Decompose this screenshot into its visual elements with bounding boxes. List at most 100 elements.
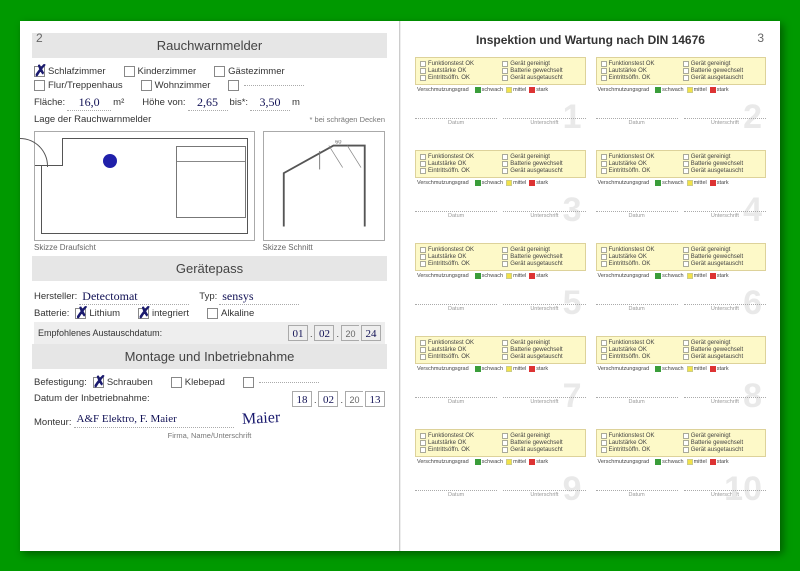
sig-slot[interactable] [415,376,497,398]
sig-slot[interactable] [596,97,678,119]
pollution-level[interactable]: schwach [475,366,503,372]
monteur-value[interactable]: A&F Elektro, F. Maier [74,412,234,428]
card-check-item[interactable]: Batterie gewechselt [683,440,761,446]
card-check-item[interactable]: Gerät ausgetauscht [683,75,761,81]
pollution-level[interactable]: stark [529,273,548,279]
chk-schrauben[interactable] [93,377,104,388]
chk-kinderzimmer[interactable] [124,66,135,77]
card-check-item[interactable]: Funktionstest OK [420,154,498,160]
card-check-item[interactable]: Gerät ausgetauscht [683,447,761,453]
card-check-item[interactable]: Batterie gewechselt [502,347,580,353]
card-check-item[interactable]: Batterie gewechselt [502,254,580,260]
card-check-item[interactable]: Lautstärke OK [420,254,498,260]
card-check-item[interactable]: Eintrittsöffn. OK [420,354,498,360]
card-check-item[interactable]: Gerät gereinigt [683,340,761,346]
card-check-item[interactable]: Funktionstest OK [420,61,498,67]
card-check-item[interactable]: Gerät gereinigt [502,433,580,439]
chk-wohnzimmer[interactable] [141,80,152,91]
pollution-level[interactable]: schwach [475,459,503,465]
pollution-level[interactable]: mittel [506,87,526,93]
sig-slot[interactable] [415,190,497,212]
pollution-level[interactable]: stark [710,87,729,93]
card-check-item[interactable]: Eintrittsöffn. OK [601,75,679,81]
chk-lithium[interactable] [75,308,86,319]
card-check-item[interactable]: Batterie gewechselt [683,347,761,353]
card-check-item[interactable]: Gerät gereinigt [502,340,580,346]
chk-blank-room[interactable] [228,80,239,91]
card-check-item[interactable]: Gerät gereinigt [683,154,761,160]
sig-slot[interactable] [684,283,766,305]
pollution-level[interactable]: stark [529,366,548,372]
card-check-item[interactable]: Lautstärke OK [420,68,498,74]
pollution-level[interactable]: schwach [475,273,503,279]
hoehe-bis[interactable]: 3,50 [250,95,290,111]
sig-slot[interactable] [596,190,678,212]
card-check-item[interactable]: Lautstärke OK [601,254,679,260]
card-check-item[interactable]: Eintrittsöffn. OK [601,168,679,174]
card-check-item[interactable]: Gerät ausgetauscht [502,75,580,81]
card-check-item[interactable]: Batterie gewechselt [502,440,580,446]
card-check-item[interactable]: Eintrittsöffn. OK [420,168,498,174]
card-check-item[interactable]: Funktionstest OK [601,433,679,439]
chk-blank-befestigung[interactable] [243,377,254,388]
pollution-level[interactable]: mittel [687,180,707,186]
card-check-item[interactable]: Gerät ausgetauscht [683,168,761,174]
card-check-item[interactable]: Batterie gewechselt [502,68,580,74]
chk-klebepad[interactable] [171,377,182,388]
sig-slot[interactable] [415,97,497,119]
pollution-level[interactable]: stark [529,459,548,465]
chk-gaestezimmer[interactable] [214,66,225,77]
card-check-item[interactable]: Funktionstest OK [420,247,498,253]
pollution-level[interactable]: stark [529,87,548,93]
sig-slot[interactable] [596,283,678,305]
card-check-item[interactable]: Lautstärke OK [420,347,498,353]
typ-value[interactable]: sensys [219,289,299,305]
chk-alkaline[interactable] [207,308,218,319]
pollution-level[interactable]: stark [710,273,729,279]
card-check-item[interactable]: Lautstärke OK [420,440,498,446]
card-check-item[interactable]: Funktionstest OK [601,247,679,253]
card-check-item[interactable]: Eintrittsöffn. OK [601,447,679,453]
chk-schlafzimmer[interactable] [34,66,45,77]
card-check-item[interactable]: Batterie gewechselt [502,161,580,167]
card-check-item[interactable]: Eintrittsöffn. OK [420,75,498,81]
card-check-item[interactable]: Batterie gewechselt [683,68,761,74]
pollution-level[interactable]: schwach [475,180,503,186]
card-check-item[interactable]: Gerät ausgetauscht [683,354,761,360]
card-check-item[interactable]: Lautstärke OK [601,161,679,167]
card-check-item[interactable]: Funktionstest OK [601,61,679,67]
sig-slot[interactable] [684,97,766,119]
sig-slot[interactable] [596,469,678,491]
pollution-level[interactable]: stark [529,180,548,186]
card-check-item[interactable]: Eintrittsöffn. OK [420,447,498,453]
card-check-item[interactable]: Batterie gewechselt [683,161,761,167]
card-check-item[interactable]: Gerät ausgetauscht [683,261,761,267]
pollution-level[interactable]: schwach [655,273,683,279]
card-check-item[interactable]: Gerät gereinigt [502,247,580,253]
pollution-level[interactable]: mittel [687,366,707,372]
card-check-item[interactable]: Eintrittsöffn. OK [601,261,679,267]
pollution-level[interactable]: mittel [506,459,526,465]
hersteller-value[interactable]: Detectomat [79,289,189,305]
sig-slot[interactable] [503,190,585,212]
card-check-item[interactable]: Funktionstest OK [601,340,679,346]
pollution-level[interactable]: schwach [655,366,683,372]
card-check-item[interactable]: Gerät ausgetauscht [502,261,580,267]
sig-slot[interactable] [684,469,766,491]
card-check-item[interactable]: Lautstärke OK [601,440,679,446]
pollution-level[interactable]: mittel [687,273,707,279]
sig-slot[interactable] [503,469,585,491]
sig-slot[interactable] [596,376,678,398]
pollution-level[interactable]: mittel [687,87,707,93]
pollution-level[interactable]: mittel [506,273,526,279]
pollution-level[interactable]: schwach [655,180,683,186]
hoehe-von[interactable]: 2,65 [188,95,228,111]
pollution-level[interactable]: stark [710,459,729,465]
card-check-item[interactable]: Lautstärke OK [601,68,679,74]
card-check-item[interactable]: Lautstärke OK [420,161,498,167]
chk-flur[interactable] [34,80,45,91]
card-check-item[interactable]: Gerät gereinigt [683,247,761,253]
pollution-level[interactable]: stark [710,180,729,186]
sig-slot[interactable] [684,190,766,212]
flaeche-value[interactable]: 16,0 [67,95,111,111]
